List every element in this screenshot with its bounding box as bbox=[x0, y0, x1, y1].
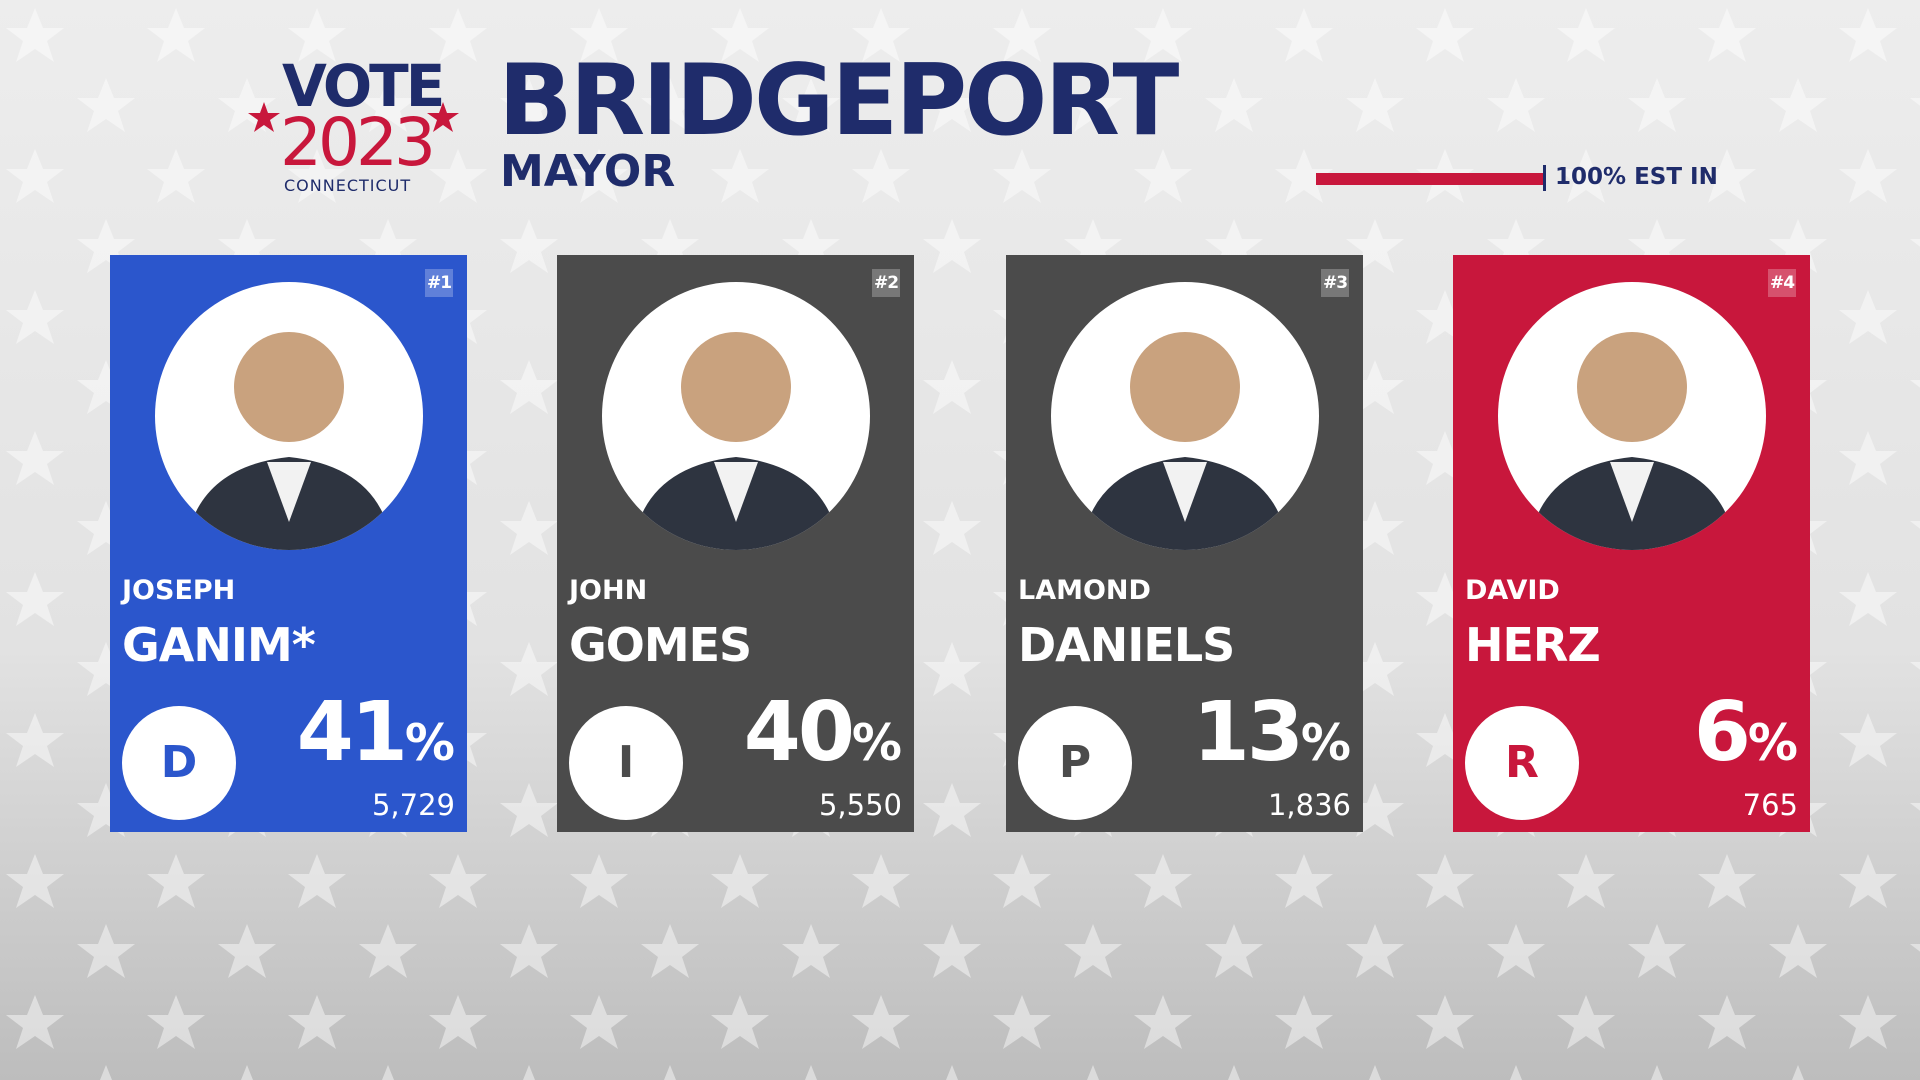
vote-count: 5,550 bbox=[818, 788, 902, 822]
photo-silhouette bbox=[185, 332, 393, 550]
last-name: DANIELS bbox=[1018, 618, 1235, 672]
rank-badge: #2 bbox=[872, 269, 900, 297]
party-badge: R bbox=[1465, 706, 1579, 820]
candidate-photo bbox=[602, 282, 870, 550]
percent-value: 13 bbox=[1192, 685, 1304, 780]
percent-value: 41 bbox=[296, 685, 408, 780]
percent-value: 6 bbox=[1693, 685, 1751, 780]
candidate-card: #4 DAVID HERZ R 6% 765 bbox=[1453, 255, 1810, 832]
reporting-tick bbox=[1543, 165, 1546, 191]
subtitle: MAYOR bbox=[500, 146, 676, 197]
candidate-card: #2 JOHN GOMES I 40% 5,550 bbox=[557, 255, 914, 832]
logo-stars bbox=[248, 102, 459, 132]
percent-sign: % bbox=[851, 714, 902, 772]
logo-state: CONNECTICUT bbox=[284, 176, 412, 195]
rank-badge: #3 bbox=[1321, 269, 1349, 297]
last-name: HERZ bbox=[1465, 618, 1601, 672]
logo-year: 2023 bbox=[280, 104, 436, 181]
vote-percent: 13% bbox=[1193, 685, 1351, 780]
photo-silhouette bbox=[1081, 332, 1289, 550]
last-name: GOMES bbox=[569, 618, 752, 672]
vote-percent: 40% bbox=[744, 685, 902, 780]
first-name: DAVID bbox=[1465, 575, 1560, 606]
vote-percent: 41% bbox=[297, 685, 455, 780]
percent-sign: % bbox=[404, 714, 455, 772]
party-badge: D bbox=[122, 706, 236, 820]
candidate-photo bbox=[1498, 282, 1766, 550]
vote-count: 765 bbox=[1742, 788, 1798, 822]
percent-value: 40 bbox=[743, 685, 855, 780]
first-name: JOSEPH bbox=[122, 575, 236, 606]
party-badge: P bbox=[1018, 706, 1132, 820]
first-name: JOHN bbox=[569, 575, 648, 606]
title: BRIDGEPORT bbox=[498, 44, 1179, 158]
candidate-photo bbox=[155, 282, 423, 550]
reporting-bar bbox=[1316, 173, 1543, 185]
candidate-photo bbox=[1051, 282, 1319, 550]
photo-silhouette bbox=[632, 332, 840, 550]
rank-badge: #1 bbox=[425, 269, 453, 297]
reporting-label: 100% EST IN bbox=[1555, 164, 1718, 190]
candidate-card: #3 LAMOND DANIELS P 13% 1,836 bbox=[1006, 255, 1363, 832]
last-name: GANIM* bbox=[122, 618, 316, 672]
logo-vote: VOTE bbox=[282, 52, 445, 120]
party-badge: I bbox=[569, 706, 683, 820]
photo-silhouette bbox=[1528, 332, 1736, 550]
first-name: LAMOND bbox=[1018, 575, 1151, 606]
vote-count: 5,729 bbox=[371, 788, 455, 822]
candidate-card: #1 JOSEPH GANIM* D 41% 5,729 bbox=[110, 255, 467, 832]
vote-count: 1,836 bbox=[1267, 788, 1351, 822]
rank-badge: #4 bbox=[1768, 269, 1796, 297]
percent-sign: % bbox=[1747, 714, 1798, 772]
percent-sign: % bbox=[1300, 714, 1351, 772]
vote-percent: 6% bbox=[1694, 685, 1798, 780]
